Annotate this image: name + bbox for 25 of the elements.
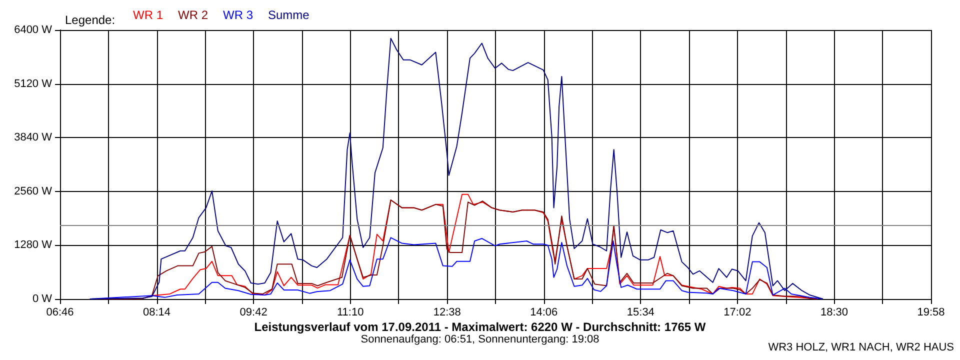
- text: WR 1: [133, 8, 164, 22]
- text: WR3 HOLZ, WR1 NACH, WR2 HAUS: [768, 342, 954, 354]
- x-tick-label: 11:10: [336, 306, 364, 318]
- text: WR 3: [223, 8, 254, 22]
- x-tick-label: 15:34: [626, 306, 654, 318]
- x-tick-label: 06:46: [46, 306, 74, 318]
- legend-title: Legende:: [65, 13, 116, 27]
- text: Sonnenaufgang: 06:51, Sonnenuntergang: 19:08: [360, 334, 600, 346]
- x-tick-label: 12:38: [433, 306, 461, 318]
- x-tick-label: 08:14: [143, 306, 171, 318]
- x-tick-label: 18:30: [820, 306, 848, 318]
- text: WR 2: [178, 8, 208, 22]
- y-tick-label: 5120 W: [14, 78, 53, 90]
- line-series: [89, 38, 824, 300]
- y-tick-label: 3840 W: [14, 132, 53, 144]
- x-tick-label: 09:42: [240, 306, 268, 318]
- text: Summe: [268, 8, 310, 22]
- y-tick-label: 6400 W: [14, 24, 53, 36]
- x-tick-label: 14:06: [530, 306, 558, 318]
- y-tick-label: 1280 W: [14, 239, 53, 252]
- y-tick-label: 0 W: [32, 293, 53, 305]
- x-tick-label: 17:02: [724, 306, 752, 318]
- y-tick-label: 2560 W: [14, 185, 53, 198]
- x-tick-label: 19:58: [917, 306, 945, 318]
- text: Leistungsverlauf vom 17.09.2011 - Maximalwert: 6220 W - Durchschnitt: 1765 W: [254, 320, 706, 334]
